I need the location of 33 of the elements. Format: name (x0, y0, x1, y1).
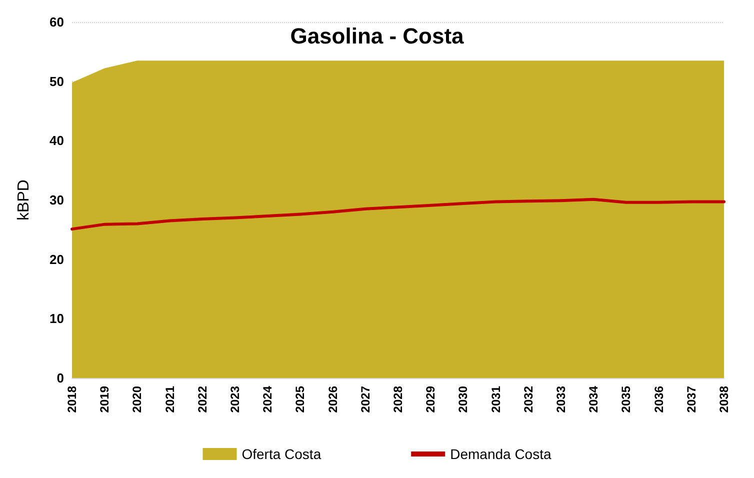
x-tick-label: 2038 (717, 386, 731, 413)
x-tick-label: 2026 (326, 386, 340, 413)
x-tick-label: 2034 (586, 386, 601, 413)
y-tick-label: 60 (50, 14, 64, 30)
legend-label: Demanda Costa (450, 446, 552, 462)
x-tick-label: 2022 (195, 386, 210, 413)
legend-label: Oferta Costa (242, 446, 322, 462)
x-tick-label: 2025 (293, 386, 308, 413)
x-tick-label: 2023 (228, 386, 242, 413)
x-tick-label: 2018 (65, 386, 79, 413)
y-axis-title: kBPD (16, 180, 32, 220)
x-tick-label: 2030 (456, 386, 470, 413)
x-tick-label: 2021 (162, 386, 177, 413)
y-tick-label: 0 (56, 370, 64, 386)
line-series (70, 198, 726, 231)
x-tick-label: 2035 (619, 386, 634, 413)
y-tick-label: 10 (50, 311, 64, 326)
x-tick-label: 2031 (488, 386, 503, 413)
x-tick-label: 2037 (684, 386, 698, 413)
x-tick-label: 2029 (424, 386, 438, 413)
x-tick-label: 2033 (554, 386, 568, 413)
y-tick-label: 40 (50, 133, 64, 148)
y-tick-label: 30 (50, 192, 64, 208)
x-tick-label: 2024 (260, 386, 275, 413)
y-tick-label: 20 (50, 252, 64, 267)
chart-title: Gasolina - Costa (290, 24, 465, 48)
x-tick-label: 2027 (358, 386, 372, 413)
x-tick-label: 2020 (130, 386, 144, 413)
x-tick-label: 2036 (652, 386, 666, 413)
x-tick-label: 2028 (391, 386, 405, 413)
y-tick-label: 50 (50, 74, 64, 89)
x-tick-label: 2032 (521, 386, 536, 413)
x-tick-label: 2019 (98, 386, 112, 413)
